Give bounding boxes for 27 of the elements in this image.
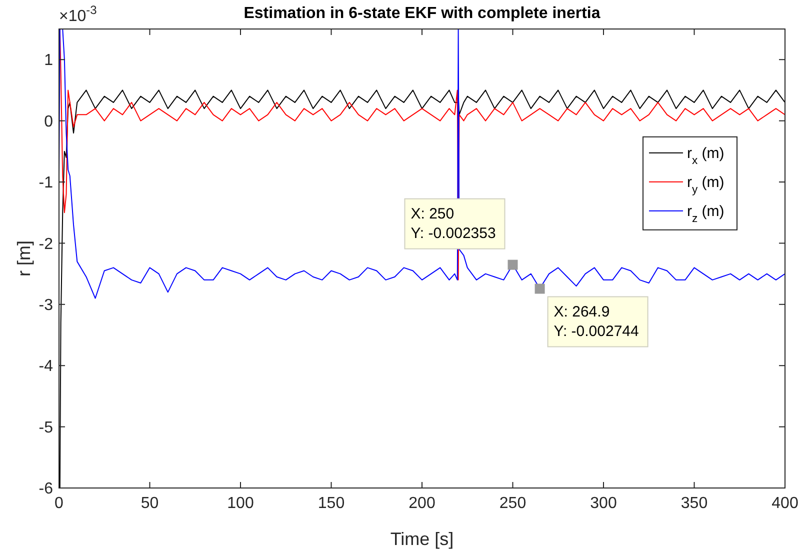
y-tick-label: 0 [44, 113, 54, 130]
line-series [59, 90, 785, 488]
y-tick-label: -1 [38, 174, 54, 192]
legend-label: r$_{x}$ (m) [687, 145, 724, 168]
legend-label: r$_{z}$ (m) [687, 203, 724, 226]
legend-label: r$_{y}$ (m) [687, 174, 724, 196]
x-tick-label: 150 [318, 495, 345, 512]
y-tick-label: -6 [38, 480, 54, 498]
annotation: X: 250 Y: -0.002353 [410, 206, 496, 242]
y-tick-label: -4 [38, 358, 54, 376]
y-tick-label: -2 [38, 236, 54, 253]
x-axis-title: Time [s] [390, 529, 454, 549]
text: ×10$^{-3}$ [59, 3, 98, 25]
x-tick-label: 100 [227, 495, 254, 512]
y-tick-label: 1 [44, 52, 54, 70]
x-tick-label: 200 [408, 495, 436, 512]
y-tick-label: -5 [38, 419, 54, 436]
x-tick-label: 300 [590, 495, 617, 512]
x-tick-label: 350 [680, 495, 708, 512]
y-axis-title: r [m] [14, 240, 34, 276]
x-tick-label: 50 [140, 495, 159, 512]
y-tick-label: -3 [38, 297, 54, 314]
x-tick-label: 250 [499, 495, 526, 512]
x-tick-label: 400 [772, 495, 798, 512]
chart-title: Estimation in 6-state EKF with complete inertia [244, 5, 600, 22]
annotation: X: 264.9 Y: -0.002744 [554, 303, 639, 340]
x-tick-label: 0 [54, 495, 64, 512]
